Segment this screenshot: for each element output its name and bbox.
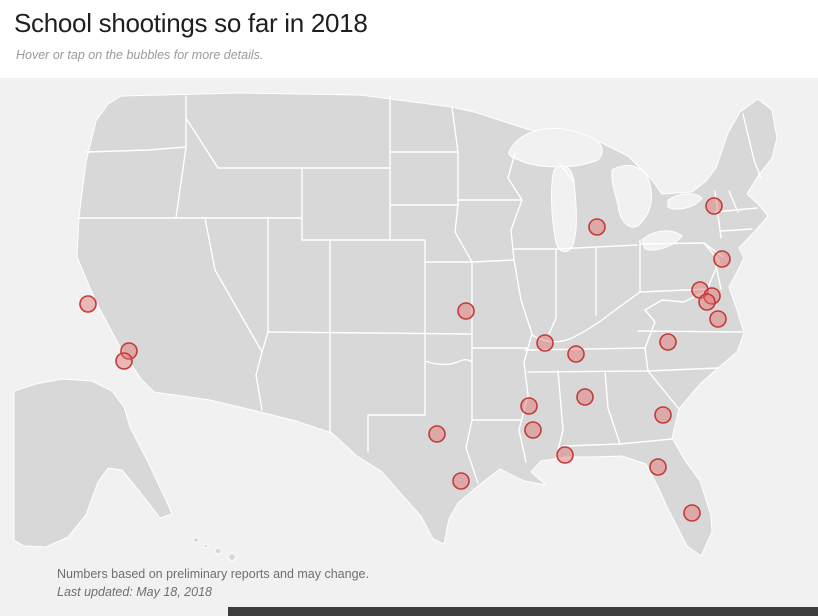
bottom-bar [228,607,818,616]
shooting-bubble[interactable] [115,352,133,370]
shooting-bubble[interactable] [654,406,672,424]
shooting-bubble[interactable] [588,218,606,236]
shooting-bubble[interactable] [709,310,727,328]
lake-superior [508,128,603,168]
lake-ontario [667,193,703,210]
shooting-bubble[interactable] [536,334,554,352]
footnote-last-updated: Last updated: May 18, 2018 [57,585,212,600]
shooting-bubble[interactable] [713,250,731,268]
shooting-bubble[interactable] [457,302,475,320]
shooting-bubble[interactable] [120,342,138,360]
shooting-bubble[interactable] [698,293,716,311]
great-lakes [508,128,703,253]
map-footnote: Numbers based on preliminary reports and… [57,565,369,601]
shooting-bubble[interactable] [520,397,538,415]
us-bubble-map [13,92,778,561]
page-title: School shootings so far in 2018 [14,8,368,38]
map-area: Numbers based on preliminary reports and… [0,78,818,616]
alaska-shape [13,378,173,548]
shooting-bubble[interactable] [649,458,667,476]
hawaii-shape [193,537,236,561]
shooting-bubble[interactable] [556,446,574,464]
lake-michigan [551,165,577,253]
shooting-bubble[interactable] [576,388,594,406]
bubble-layer [79,197,731,522]
shooting-bubble[interactable] [524,421,542,439]
shooting-bubble[interactable] [683,504,701,522]
state-borders [77,95,762,484]
us-map-shape [13,92,778,561]
lake-huron [611,165,653,228]
shooting-bubble[interactable] [659,333,677,351]
shooting-bubble[interactable] [452,472,470,490]
shooting-bubble[interactable] [705,197,723,215]
shooting-bubble[interactable] [428,425,446,443]
footnote-disclaimer: Numbers based on preliminary reports and… [57,567,369,581]
continental-us-shape [76,92,778,557]
shooting-bubble[interactable] [567,345,585,363]
header: School shootings so far in 2018 Hover or… [0,0,818,78]
lake-erie [641,230,683,251]
shooting-bubble[interactable] [79,295,97,313]
page-subtitle: Hover or tap on the bubbles for more det… [16,48,264,62]
